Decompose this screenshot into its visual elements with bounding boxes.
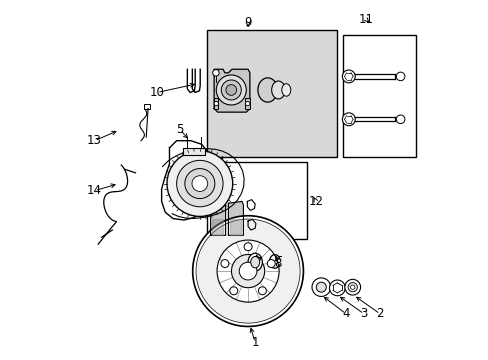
Polygon shape [228, 202, 243, 235]
Circle shape [244, 243, 251, 251]
Circle shape [342, 70, 354, 83]
Circle shape [395, 115, 404, 123]
Text: 1: 1 [251, 336, 259, 349]
Bar [183, 148, 205, 155]
Circle shape [217, 240, 279, 302]
Circle shape [347, 283, 357, 292]
Text: 11: 11 [358, 13, 373, 26]
Circle shape [311, 278, 330, 296]
Circle shape [221, 260, 228, 267]
Bar [143, 104, 150, 109]
Circle shape [212, 69, 219, 76]
Bar [214, 98, 218, 109]
Text: 4: 4 [342, 307, 349, 320]
Polygon shape [214, 69, 249, 112]
Circle shape [245, 102, 249, 106]
Text: 6: 6 [215, 157, 223, 170]
Text: 10: 10 [149, 86, 164, 99]
Circle shape [344, 279, 360, 295]
Polygon shape [212, 219, 223, 235]
Circle shape [176, 160, 223, 207]
Ellipse shape [257, 78, 277, 102]
Polygon shape [210, 202, 225, 235]
Circle shape [214, 102, 218, 106]
Bar [244, 98, 249, 109]
Circle shape [166, 151, 232, 216]
Text: 14: 14 [87, 184, 102, 197]
Circle shape [350, 285, 354, 289]
Circle shape [196, 219, 300, 323]
Circle shape [221, 80, 241, 100]
Circle shape [267, 260, 275, 267]
Text: 2: 2 [376, 307, 383, 320]
Circle shape [229, 287, 237, 295]
Circle shape [216, 75, 246, 105]
Ellipse shape [247, 253, 262, 271]
Circle shape [316, 282, 325, 292]
Circle shape [342, 113, 354, 126]
Circle shape [231, 255, 264, 288]
Bar [342, 35, 415, 157]
Circle shape [239, 262, 256, 280]
Circle shape [184, 168, 214, 199]
Text: 8: 8 [274, 257, 282, 270]
Bar [206, 162, 306, 239]
Text: 13: 13 [87, 134, 102, 147]
Text: 3: 3 [360, 307, 367, 320]
Text: 9: 9 [244, 16, 251, 29]
Ellipse shape [250, 256, 259, 268]
Ellipse shape [281, 84, 290, 96]
Circle shape [395, 72, 404, 81]
Ellipse shape [271, 81, 285, 99]
Polygon shape [229, 219, 241, 235]
Text: 12: 12 [308, 195, 323, 208]
Text: 5: 5 [176, 123, 183, 136]
Circle shape [192, 216, 303, 327]
Bar [206, 30, 337, 157]
Text: 7: 7 [255, 256, 262, 269]
Circle shape [258, 287, 266, 295]
Circle shape [225, 85, 236, 95]
Circle shape [329, 280, 345, 296]
Circle shape [192, 176, 207, 192]
